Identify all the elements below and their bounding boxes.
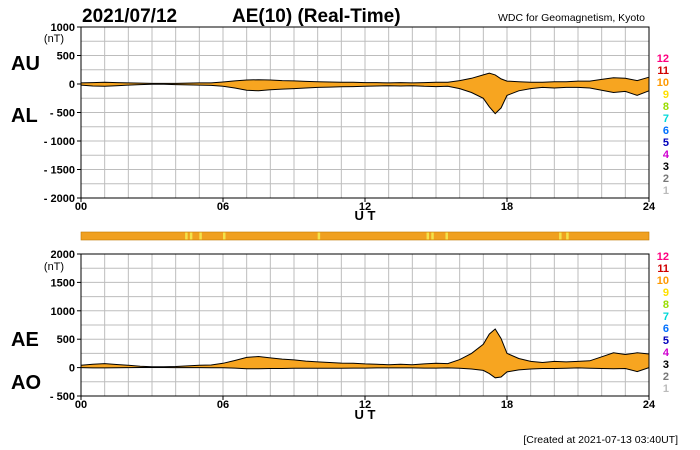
station-count-9: 9: [663, 287, 669, 299]
coverage-bar-mark: [185, 232, 188, 240]
au-al-area: [81, 73, 649, 114]
au-al-ytick-label: - 500: [50, 108, 75, 120]
au-al-xtick-label: 18: [501, 201, 513, 213]
au-al-ytick-label: 1000: [51, 22, 75, 34]
au-label: AU: [11, 53, 40, 75]
station-count-1: 1: [663, 383, 669, 395]
ae-ao-xtick-label: 24: [643, 399, 656, 411]
au-al-yticks: 1000 500 0 - 500 - 1000 - 1500 - 2000: [44, 22, 81, 205]
source-label: WDC for Geomagnetism, Kyoto: [498, 12, 645, 24]
ae-ao-ytick-label: 2000: [51, 249, 75, 261]
created-timestamp: [Created at 2021-07-13 03:40UT]: [523, 434, 678, 446]
coverage-bar-base: [80, 231, 650, 241]
coverage-bar-mark: [223, 232, 226, 240]
al-line: [80, 83, 650, 115]
date-title: 2021/07/12: [82, 6, 177, 27]
ae-ao-area: [81, 329, 649, 378]
ae-ao-ytick-label: 1500: [51, 277, 75, 289]
station-count-3: 3: [663, 359, 669, 371]
coverage-bar-mark: [317, 232, 321, 240]
au-al-xtick-label: 12: [359, 201, 371, 213]
ae-ao-xlabel: U T: [355, 407, 376, 422]
coverage-bar-mark: [431, 232, 434, 240]
ae-ao-xtick-label: 18: [501, 399, 513, 411]
coverage-bar-mark: [566, 232, 569, 240]
ae-ao-xtick-label: 00: [75, 399, 87, 411]
au-al-xlabel: U T: [355, 208, 376, 223]
data-coverage-bar: [80, 231, 650, 241]
ae-line: [80, 328, 650, 368]
station-count-8: 8: [663, 299, 669, 311]
coverage-bar-mark: [199, 232, 202, 240]
au-al-ytick-label: - 1500: [44, 165, 75, 177]
coverage-bar-mark: [426, 232, 430, 240]
au-al-ytick-label: - 1000: [44, 136, 75, 148]
station-count-9: 9: [663, 89, 669, 101]
station-count-3: 3: [663, 161, 669, 173]
station-count-4: 4: [663, 347, 670, 359]
ao-label: AO: [11, 372, 41, 394]
station-count-12: 12: [657, 251, 669, 263]
station-count-7: 7: [663, 311, 669, 323]
ae-ao-ytick-label: 1000: [51, 306, 75, 318]
coverage-bar-mark: [445, 232, 448, 240]
ae-label: AE: [11, 329, 39, 351]
coverage-bar-mark: [189, 232, 193, 240]
au-al-ytick-label: - 2000: [44, 193, 75, 205]
au-al-grid: [81, 27, 649, 198]
au-al-xtick-label: 06: [217, 201, 229, 213]
index-title: AE(10) (Real-Time): [232, 6, 401, 27]
station-count-11: 11: [657, 263, 669, 275]
au-al-xticks: 00 06 12 18 24: [75, 198, 656, 213]
station-count-5: 5: [663, 335, 669, 347]
ae-ao-xtick-label: 12: [359, 399, 371, 411]
ae-ao-unit: (nT): [44, 261, 64, 273]
ae-ao-ytick-label: 0: [69, 363, 75, 375]
ao-line: [80, 367, 650, 379]
au-al-xtick-label: 00: [75, 201, 87, 213]
au-al-ytick-label: 500: [57, 51, 75, 63]
station-count-12: 12: [657, 53, 669, 65]
station-count-7: 7: [663, 113, 669, 125]
au-al-xtick-label: 24: [643, 201, 656, 213]
au-al-unit: (nT): [44, 33, 64, 45]
ae-ao-xtick-label: 06: [217, 399, 229, 411]
au-al-ytick-label: 0: [69, 79, 75, 91]
station-count-6: 6: [663, 125, 669, 137]
station-count-1: 1: [663, 185, 669, 197]
station-count-2: 2: [663, 173, 669, 185]
ae-ao-yticks: 2000 1500 1000 500 0 - 500: [50, 249, 81, 403]
ae-ao-xticks: 00 06 12 18 24: [75, 396, 656, 411]
ae-ao-grid: [81, 254, 649, 396]
station-count-5: 5: [663, 137, 669, 149]
station-count-10: 10: [657, 77, 669, 89]
al-label: AL: [11, 105, 38, 127]
station-count-6: 6: [663, 323, 669, 335]
station-count-4: 4: [663, 149, 670, 161]
station-count-11: 11: [657, 65, 669, 77]
ae-ao-ytick-label: - 500: [50, 391, 75, 403]
coverage-bar-mark: [559, 232, 562, 240]
au-line: [80, 72, 650, 84]
station-count-8: 8: [663, 101, 669, 113]
ae-ao-ytick-label: 500: [57, 334, 75, 346]
station-count-2: 2: [663, 371, 669, 383]
station-count-10: 10: [657, 275, 669, 287]
